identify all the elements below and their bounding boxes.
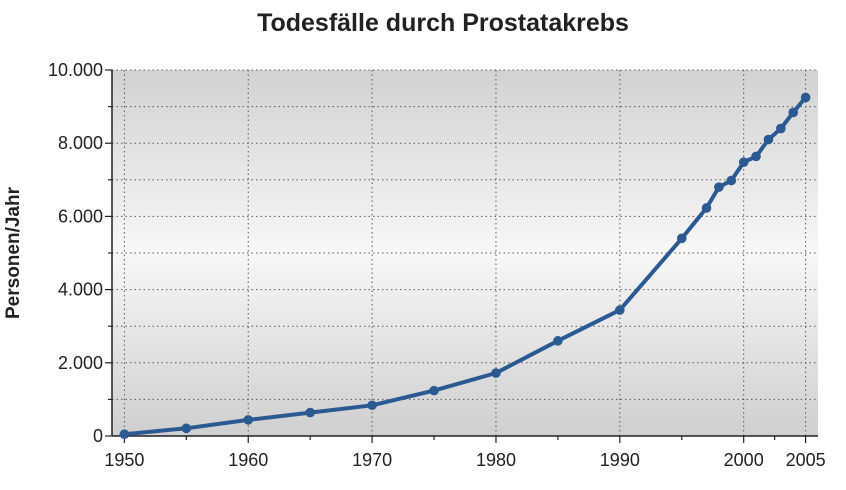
data-point xyxy=(553,336,563,346)
x-tick-label: 1990 xyxy=(600,450,640,470)
axes xyxy=(105,69,818,443)
y-tick-label: 6.000 xyxy=(58,206,103,226)
data-point xyxy=(676,233,687,244)
x-tick-label: 1950 xyxy=(104,450,144,470)
data-point xyxy=(751,151,761,162)
x-tick-label: 2000 xyxy=(724,450,764,470)
y-tick-label: 8.000 xyxy=(58,133,103,153)
x-tick-label: 1970 xyxy=(352,450,392,470)
data-point xyxy=(491,368,501,378)
y-tick-label: 4.000 xyxy=(58,280,103,300)
data-point xyxy=(776,123,786,134)
data-point xyxy=(367,400,377,411)
data-point xyxy=(726,175,737,186)
y-axis-label: Personen/Jahr xyxy=(3,186,24,319)
data-point xyxy=(800,92,811,103)
data-point xyxy=(615,305,625,315)
data-point xyxy=(119,429,130,439)
data-point xyxy=(181,423,192,434)
data-point xyxy=(305,407,315,418)
x-tick-label: 1980 xyxy=(476,450,516,470)
x-tick-label: 1960 xyxy=(228,450,268,470)
x-tick-label: 2005 xyxy=(786,450,826,470)
data-point xyxy=(788,107,799,118)
data-point xyxy=(738,157,749,168)
y-tick-label: 0 xyxy=(93,426,103,446)
data-point xyxy=(763,134,774,145)
y-tick-label: 2.000 xyxy=(58,353,103,373)
chart-title: Todesfälle durch Prostatakrebs xyxy=(257,9,629,37)
data-point xyxy=(701,203,712,213)
data-point xyxy=(714,182,724,192)
data-point xyxy=(429,385,439,396)
y-tick-label: 10.000 xyxy=(48,60,103,80)
data-point xyxy=(243,415,254,425)
data-series xyxy=(119,92,811,439)
grid-lines xyxy=(112,69,818,436)
tick-labels: 0 2.000 4.000 6.000 8.000 10.000 1950 1960 1970 1… xyxy=(48,60,826,470)
